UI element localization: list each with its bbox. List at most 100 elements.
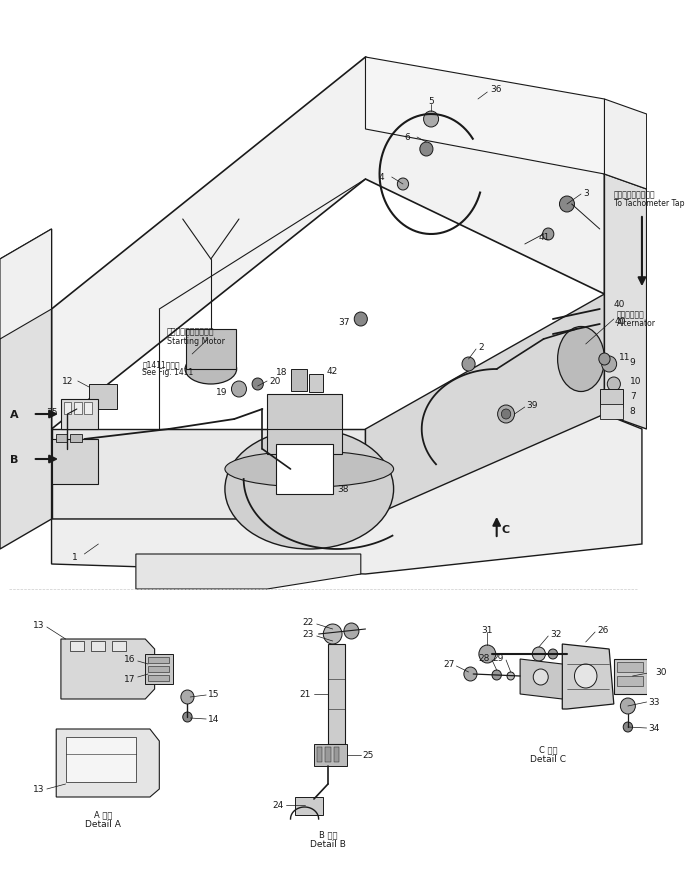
Text: 4: 4 bbox=[379, 173, 384, 182]
Circle shape bbox=[620, 698, 635, 714]
Circle shape bbox=[560, 196, 575, 213]
Circle shape bbox=[623, 722, 633, 733]
Ellipse shape bbox=[558, 327, 604, 392]
Bar bbox=[328, 644, 345, 744]
Text: Detail A: Detail A bbox=[85, 819, 121, 828]
Bar bbox=[295, 797, 324, 815]
Bar bbox=[148, 657, 168, 663]
Circle shape bbox=[420, 143, 433, 156]
Polygon shape bbox=[562, 644, 614, 709]
Text: 30: 30 bbox=[655, 667, 667, 677]
Text: 29: 29 bbox=[493, 653, 504, 663]
Bar bbox=[66, 737, 136, 782]
Text: 22: 22 bbox=[303, 618, 314, 627]
Polygon shape bbox=[52, 415, 642, 574]
Bar bbox=[148, 675, 168, 681]
Text: 42: 42 bbox=[326, 367, 337, 376]
Circle shape bbox=[252, 379, 264, 390]
Text: 第1411図参照: 第1411図参照 bbox=[142, 360, 180, 369]
Bar bbox=[148, 667, 168, 673]
Circle shape bbox=[397, 179, 408, 191]
Bar bbox=[56, 434, 68, 442]
Bar bbox=[70, 641, 84, 651]
Circle shape bbox=[183, 713, 192, 722]
Text: 32: 32 bbox=[550, 630, 562, 639]
Text: 33: 33 bbox=[649, 698, 660, 706]
Bar bbox=[317, 747, 322, 762]
Text: 14: 14 bbox=[208, 714, 219, 724]
Circle shape bbox=[549, 649, 558, 660]
Bar bbox=[290, 369, 307, 392]
Text: スターティングモータ: スターティングモータ bbox=[167, 327, 215, 336]
Text: 12: 12 bbox=[61, 377, 73, 386]
Text: オルタネータ: オルタネータ bbox=[617, 310, 644, 319]
Text: 41: 41 bbox=[539, 233, 550, 242]
Bar bbox=[267, 395, 342, 454]
Circle shape bbox=[462, 357, 475, 372]
Ellipse shape bbox=[225, 452, 393, 488]
Polygon shape bbox=[520, 660, 562, 700]
Ellipse shape bbox=[185, 355, 237, 385]
Polygon shape bbox=[56, 729, 159, 797]
Circle shape bbox=[497, 406, 515, 423]
Text: B 詳細: B 詳細 bbox=[319, 830, 337, 839]
Text: 13: 13 bbox=[32, 620, 44, 630]
Polygon shape bbox=[186, 329, 236, 369]
Circle shape bbox=[602, 356, 617, 373]
Circle shape bbox=[575, 664, 597, 688]
Circle shape bbox=[354, 313, 367, 327]
Polygon shape bbox=[61, 640, 155, 700]
Text: 24: 24 bbox=[273, 800, 284, 810]
Circle shape bbox=[502, 409, 511, 420]
Text: C 詳細: C 詳細 bbox=[539, 745, 558, 753]
Bar bbox=[614, 660, 647, 694]
Text: 28: 28 bbox=[479, 653, 490, 663]
Text: 8: 8 bbox=[630, 407, 635, 416]
Text: B: B bbox=[10, 454, 19, 464]
Text: 40: 40 bbox=[615, 317, 626, 326]
Bar bbox=[600, 389, 623, 408]
Bar bbox=[89, 385, 117, 409]
Circle shape bbox=[181, 690, 194, 704]
Circle shape bbox=[424, 112, 439, 128]
Bar bbox=[112, 641, 126, 651]
Text: 10: 10 bbox=[630, 377, 641, 386]
Bar bbox=[91, 641, 105, 651]
Text: 18: 18 bbox=[276, 368, 288, 377]
Text: 11: 11 bbox=[618, 353, 630, 362]
Polygon shape bbox=[0, 229, 52, 340]
Circle shape bbox=[532, 647, 545, 661]
Circle shape bbox=[231, 381, 246, 397]
Ellipse shape bbox=[225, 429, 393, 549]
Circle shape bbox=[607, 377, 620, 392]
Text: 34: 34 bbox=[649, 724, 660, 733]
Text: 6: 6 bbox=[405, 133, 411, 143]
Polygon shape bbox=[52, 429, 366, 520]
Text: Alternator: Alternator bbox=[617, 319, 656, 328]
Text: 3: 3 bbox=[583, 189, 589, 197]
Circle shape bbox=[464, 667, 477, 681]
Text: 36: 36 bbox=[490, 85, 502, 95]
Bar bbox=[84, 402, 92, 415]
Text: To Tachometer Tap: To Tachometer Tap bbox=[614, 199, 684, 209]
Text: 5: 5 bbox=[428, 97, 434, 106]
Text: 20: 20 bbox=[269, 377, 280, 386]
Bar bbox=[600, 405, 623, 420]
Text: 39: 39 bbox=[526, 401, 538, 410]
Text: 26: 26 bbox=[597, 626, 609, 634]
Circle shape bbox=[533, 669, 549, 686]
Text: C: C bbox=[502, 524, 509, 534]
Text: 37: 37 bbox=[338, 318, 350, 327]
Polygon shape bbox=[366, 58, 604, 175]
Text: 16: 16 bbox=[124, 654, 136, 664]
Text: 38: 38 bbox=[337, 485, 349, 494]
Text: 15: 15 bbox=[208, 690, 219, 699]
Text: 40: 40 bbox=[614, 300, 625, 309]
Circle shape bbox=[492, 670, 502, 680]
Bar bbox=[325, 747, 331, 762]
Circle shape bbox=[507, 673, 515, 680]
Bar bbox=[61, 400, 99, 429]
Text: 13: 13 bbox=[32, 785, 44, 793]
Bar bbox=[309, 375, 324, 393]
Bar bbox=[52, 440, 99, 484]
